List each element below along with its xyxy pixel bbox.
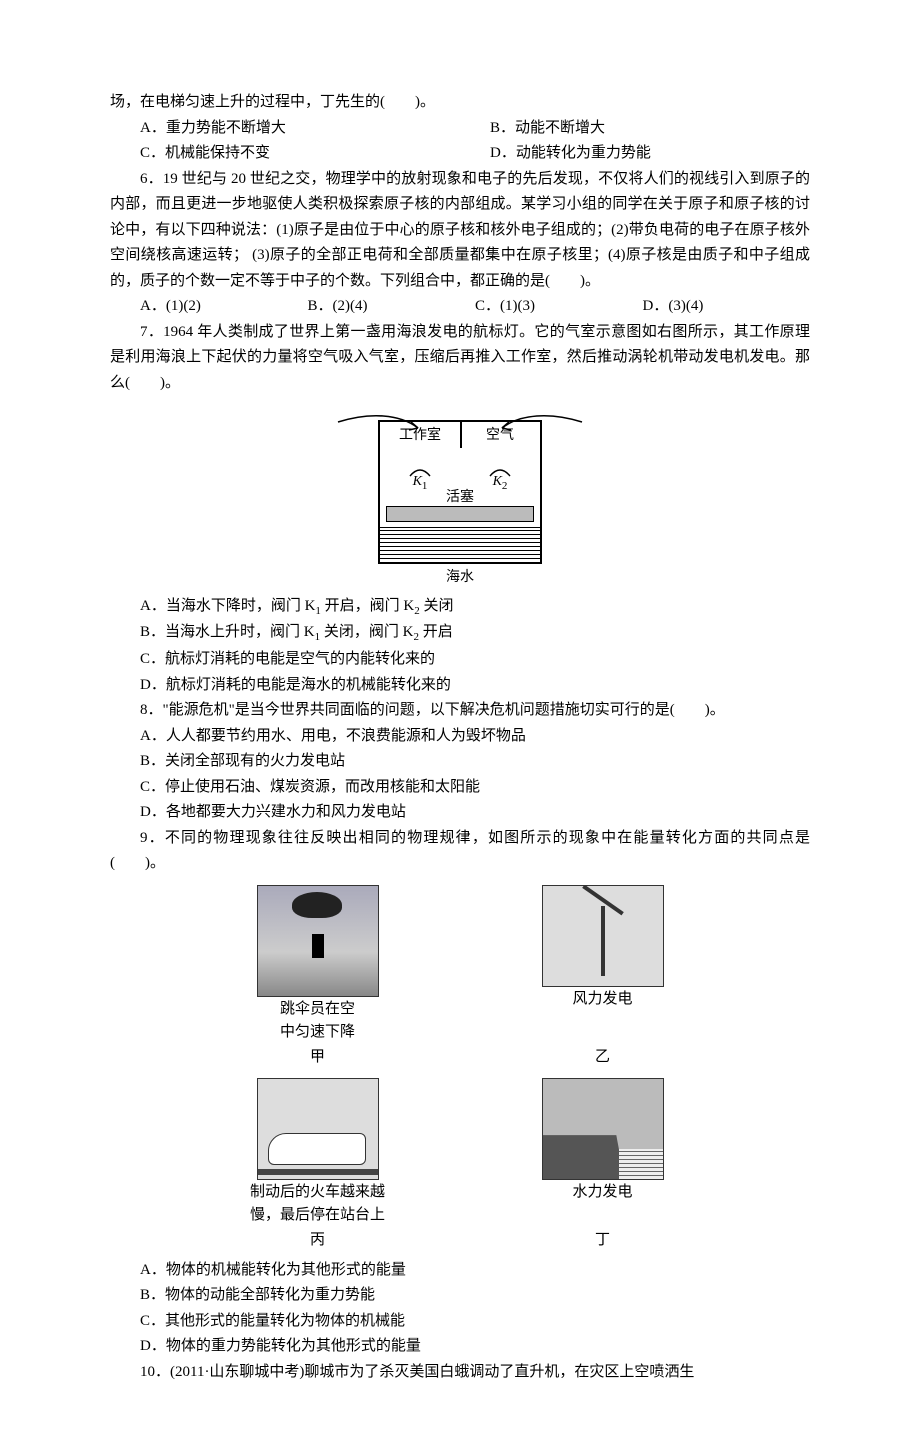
q5-choice-c: C．机械能保持不变 xyxy=(140,141,460,167)
q7-diagram: 工作室 空气 K1 K2 活塞 海水 xyxy=(110,402,810,590)
q7-label-air: 空气 xyxy=(460,424,540,448)
q9-cap-c: 丙 xyxy=(230,1228,405,1254)
q9-fig-a: 跳伞员在空 中匀速下降 xyxy=(230,885,405,1043)
q9-fig-a-label2: 中匀速下降 xyxy=(230,1022,405,1043)
q9-caprow-1: 甲 乙 xyxy=(110,1045,810,1071)
q9-figrow-2: 制动后的火车越来越 慢，最后停在站台上 水力发电 xyxy=(110,1078,810,1226)
q9-choice-d: D．物体的重力势能转化为其他形式的能量 xyxy=(140,1334,810,1360)
q7-chamber-box: 工作室 空气 K1 K2 活塞 xyxy=(378,420,542,564)
q9-fig-c-label2: 慢，最后停在站台上 xyxy=(230,1205,405,1226)
q9-fig-d: 水力发电 xyxy=(515,1078,690,1226)
q9-choice-a: A．物体的机械能转化为其他形式的能量 xyxy=(140,1258,810,1284)
q7-choices: A．当海水下降时，阀门 K1 开启，阀门 K2 关闭 B．当海水上升时，阀门 K… xyxy=(140,594,810,698)
q9-fig-c: 制动后的火车越来越 慢，最后停在站台上 xyxy=(230,1078,405,1226)
q10-stem: 10．(2011·山东聊城中考)聊城市为了杀灭美国白蛾调动了直升机，在灾区上空喷… xyxy=(110,1360,810,1386)
q5-choices-row2: C．机械能保持不变 D．动能转化为重力势能 xyxy=(140,141,810,167)
q9-fig-b-label: 风力发电 xyxy=(515,989,690,1010)
q9-fig-c-img xyxy=(257,1078,379,1180)
q7-stem: 7．1964 年人类制成了世界上第一盏用海浪发电的航标灯。它的气室示意图如右图所… xyxy=(110,320,810,397)
q5-choice-d: D．动能转化为重力势能 xyxy=(490,141,810,167)
q7-a-pre: A．当海水下降时，阀门 K xyxy=(140,598,315,614)
q7-top-row: 工作室 空气 xyxy=(380,424,540,448)
q9-figrow-1: 跳伞员在空 中匀速下降 风力发电 xyxy=(110,885,810,1043)
q7-b-pre: B．当海水上升时，阀门 K xyxy=(140,624,315,640)
q5-choice-b: B．动能不断增大 xyxy=(490,116,810,142)
q8-stem: 8．"能源危机"是当今世界共同面临的问题，以下解决危机问题措施切实可行的是( )… xyxy=(110,698,810,724)
q7-a-mid: 开启，阀门 K xyxy=(321,598,414,614)
q9-fig-d-label: 水力发电 xyxy=(515,1182,690,1203)
q6-stem: 6．19 世纪与 20 世纪之交，物理学中的放射现象和电子的先后发现，不仅将人们… xyxy=(110,167,810,295)
q7-piston xyxy=(386,506,534,522)
q9-fig-b: 风力发电 xyxy=(515,885,690,1043)
q9-choices: A．物体的机械能转化为其他形式的能量 B．物体的动能全部转化为重力势能 C．其他… xyxy=(140,1258,810,1360)
q9-cap-b: 乙 xyxy=(515,1045,690,1071)
q6-choices: A．(1)(2) B．(2)(4) C．(1)(3) D．(3)(4) xyxy=(140,294,810,320)
q7-choice-a: A．当海水下降时，阀门 K1 开启，阀门 K2 关闭 xyxy=(140,594,810,621)
q6-choice-a: A．(1)(2) xyxy=(140,294,308,320)
q5-choice-a: A．重力势能不断增大 xyxy=(140,116,460,142)
q9-cap-d: 丁 xyxy=(515,1228,690,1254)
q9-fig-a-img xyxy=(257,885,379,997)
q8-choices: A．人人都要节约用水、用电，不浪费能源和人为毁坏物品 B．关闭全部现有的火力发电… xyxy=(140,724,810,826)
q7-seawater xyxy=(380,527,540,562)
q6-choice-c: C．(1)(3) xyxy=(475,294,643,320)
q7-choice-d: D．航标灯消耗的电能是海水的机械能转化来的 xyxy=(140,673,810,699)
q7-diagram-container: 工作室 空气 K1 K2 活塞 海水 xyxy=(365,402,555,590)
q9-choice-b: B．物体的动能全部转化为重力势能 xyxy=(140,1283,810,1309)
q9-fig-d-img xyxy=(542,1078,664,1180)
q8-choice-d: D．各地都要大力兴建水力和风力发电站 xyxy=(140,800,810,826)
q7-choice-b: B．当海水上升时，阀门 K1 关闭，阀门 K2 开启 xyxy=(140,620,810,647)
q9-fig-c-label1: 制动后的火车越来越 xyxy=(230,1182,405,1203)
q7-choice-c: C．航标灯消耗的电能是空气的内能转化来的 xyxy=(140,647,810,673)
q7-b-post: 开启 xyxy=(419,624,453,640)
q7-label-workroom: 工作室 xyxy=(380,424,460,448)
q9-stem: 9．不同的物理现象往往反映出相同的物理规律，如图所示的现象中在能量转化方面的共同… xyxy=(110,826,810,877)
q7-a-post: 关闭 xyxy=(420,598,454,614)
q7-b-mid: 关闭，阀门 K xyxy=(320,624,413,640)
q9-fig-a-label1: 跳伞员在空 xyxy=(230,999,405,1020)
q8-choice-b: B．关闭全部现有的火力发电站 xyxy=(140,749,810,775)
q7-sea-label: 海水 xyxy=(365,566,555,590)
q5-partial-stem: 场，在电梯匀速上升的过程中，丁先生的( )。 xyxy=(110,90,810,116)
q9-caprow-2: 丙 丁 xyxy=(110,1228,810,1254)
q9-fig-b-img xyxy=(542,885,664,987)
q9-choice-c: C．其他形式的能量转化为物体的机械能 xyxy=(140,1309,810,1335)
q5-choices-row1: A．重力势能不断增大 B．动能不断增大 xyxy=(140,116,810,142)
q8-choice-c: C．停止使用石油、煤炭资源，而改用核能和太阳能 xyxy=(140,775,810,801)
q6-choice-d: D．(3)(4) xyxy=(643,294,811,320)
q6-choice-b: B．(2)(4) xyxy=(308,294,476,320)
q8-choice-a: A．人人都要节约用水、用电，不浪费能源和人为毁坏物品 xyxy=(140,724,810,750)
q9-cap-a: 甲 xyxy=(230,1045,405,1071)
